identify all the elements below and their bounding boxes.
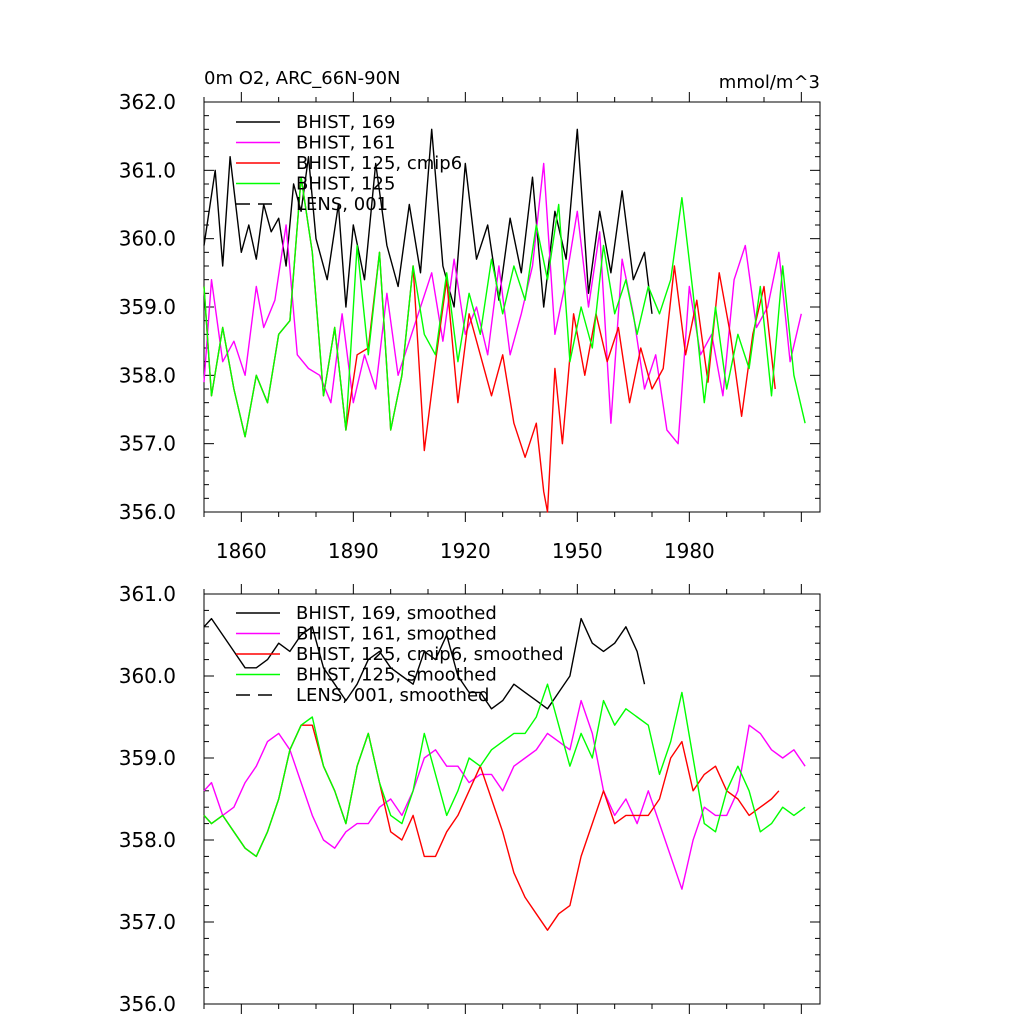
legend-label: BHIST, 169 (296, 112, 395, 133)
legend-label: BHIST, 125, cmip6 (296, 153, 462, 174)
legend-label: BHIST, 161 (296, 133, 395, 154)
y-tick-label: 356.0 (119, 500, 176, 524)
y-tick-label: 359.0 (119, 746, 176, 770)
y-tick-label: 361.0 (119, 582, 176, 606)
bottom-panel: 356.0 357.0 358.0 359.0 360.0 361.0 BHIST, 169… (119, 582, 821, 1016)
chart-units: mmol/m^3 (719, 72, 820, 93)
y-tick-label: 361.0 (119, 158, 176, 182)
legend-label: BHIST, 125 (296, 174, 395, 195)
series-line (203, 617, 646, 710)
series-line (203, 699, 806, 890)
y-tick-label: 358.0 (119, 828, 176, 852)
legend-label: BHIST, 125, cmip6, smoothed (296, 644, 564, 665)
y-tick-label: 362.0 (119, 90, 176, 114)
y-tick-label: 360.0 (119, 664, 176, 688)
plot-frame (203, 593, 821, 1005)
legend-label: BHIST, 169, smoothed (296, 603, 497, 624)
series-line (203, 162, 802, 445)
y-tick-label: 359.0 (119, 295, 176, 319)
series-line (203, 128, 653, 314)
top-panel: 356.0 357.0 358.0 359.0 360.0 361.0 362.0 1860 1… (119, 90, 821, 563)
legend-label: BHIST, 161, smoothed (296, 624, 497, 645)
legend-label: BHIST, 125, smoothed (296, 665, 497, 686)
y-tick-label: 356.0 (119, 992, 176, 1016)
chart-title: 0m O2, ARC_66N-90N (204, 68, 401, 89)
x-tick-label: 1860 (216, 539, 267, 563)
x-tick-label: 1950 (552, 539, 603, 563)
series-line (203, 683, 806, 858)
legend-label: LENS, 001, smoothed (296, 685, 489, 706)
x-tick-label: 1890 (328, 539, 379, 563)
y-tick-label: 357.0 (119, 910, 176, 934)
x-tick-label: 1920 (440, 539, 491, 563)
x-tick-label: 1980 (664, 539, 715, 563)
y-tick-label: 360.0 (119, 227, 176, 251)
y-tick-label: 357.0 (119, 432, 176, 456)
legend-label: LENS, 001 (296, 194, 388, 215)
series-line (203, 176, 806, 438)
y-tick-label: 358.0 (119, 363, 176, 387)
